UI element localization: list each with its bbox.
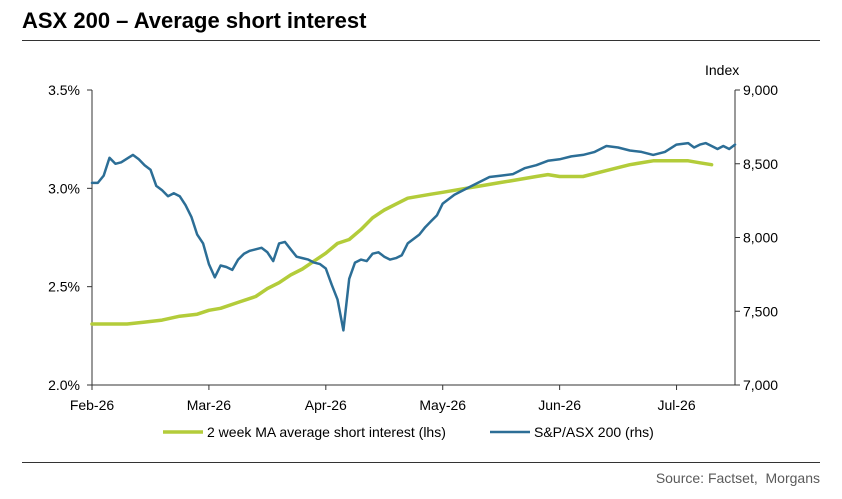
x-tick-label: Mar-26: [187, 397, 232, 413]
x-tick-label: Jul-26: [657, 397, 695, 413]
line-chart: 3.5% 3.0% 2.5% 2.0% 9,000 8,500 8,000 7,500 7,00…: [48, 62, 778, 440]
x-tick-label: Apr-26: [305, 397, 347, 413]
source-note: Source: Factset, Morgans: [655, 470, 820, 486]
y-right-tick-label: 9,000: [743, 82, 778, 98]
y-right-tick-label: 7,500: [743, 303, 778, 319]
y-right-tick-label: 7,000: [743, 377, 778, 393]
x-tick-label: Jun-26: [538, 397, 581, 413]
footer-divider: [22, 462, 820, 463]
x-tick-label: May-26: [419, 397, 466, 413]
series-line-asx200: [90, 141, 737, 332]
y-right-tick-label: 8,000: [743, 230, 778, 246]
legend-label-short-interest: 2 week MA average short interest (lhs): [207, 424, 446, 440]
x-tick-label: Feb-26: [70, 397, 115, 413]
chart-title: ASX 200 – Average short interest: [22, 8, 367, 33]
legend-label-asx200: S&P/ASX 200 (rhs): [534, 424, 654, 440]
y-right-axis-title: Index: [705, 62, 739, 78]
y-left-tick-label: 2.5%: [48, 279, 80, 295]
y-left-tick-label: 3.0%: [48, 180, 80, 196]
series-line-short-interest: [90, 159, 714, 326]
title-divider: [22, 40, 820, 41]
y-right-tick-label: 8,500: [743, 156, 778, 172]
y-left-tick-label: 3.5%: [48, 82, 80, 98]
y-left-tick-label: 2.0%: [48, 377, 80, 393]
